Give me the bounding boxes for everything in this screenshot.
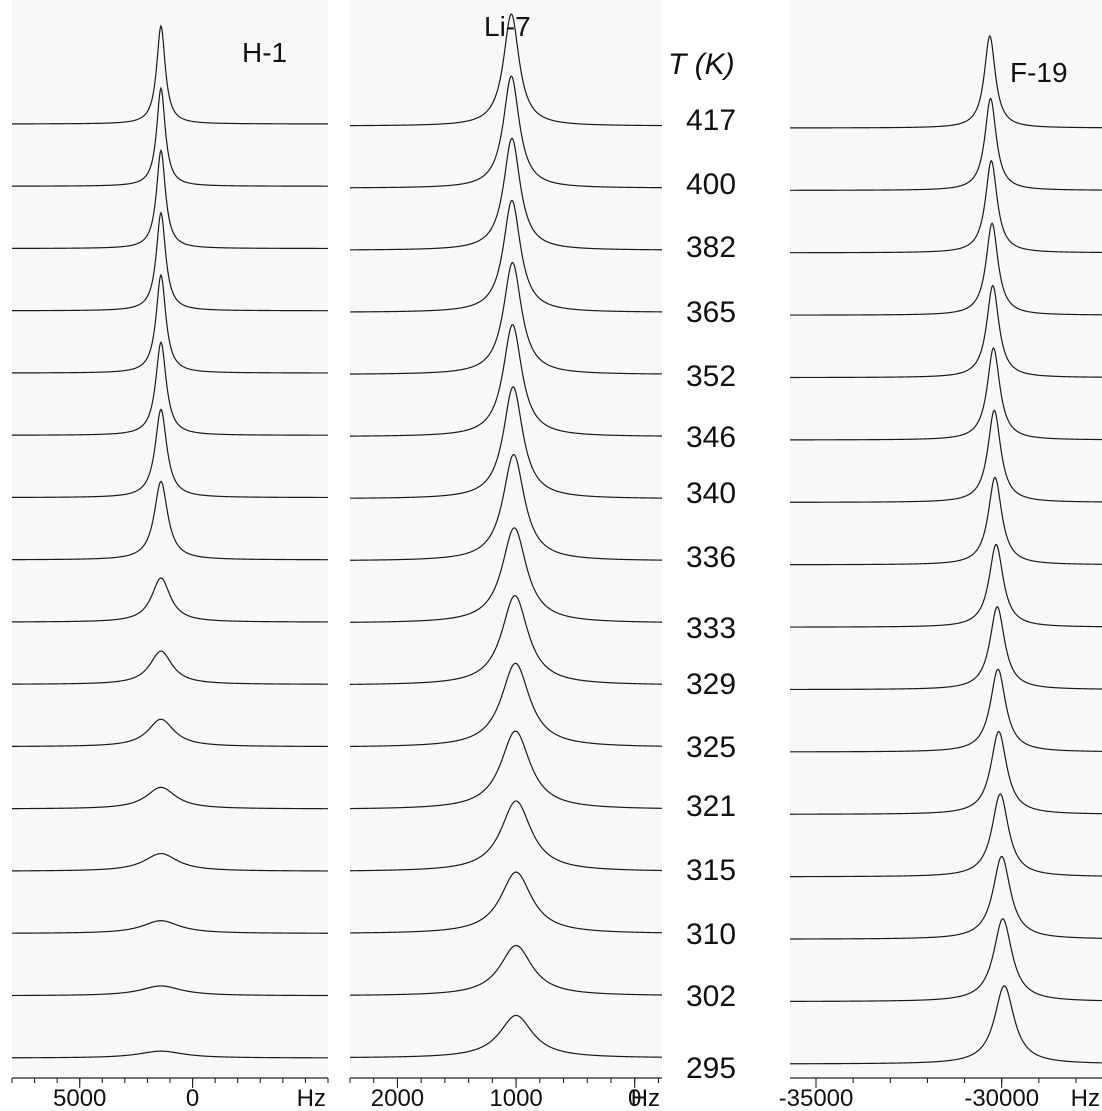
temperature-label-295: 295 (686, 1052, 736, 1085)
temperature-axis-header: T (K) (668, 48, 735, 81)
temperature-label-333: 333 (686, 612, 736, 645)
temperature-label-302: 302 (686, 980, 736, 1013)
temperature-label-417: 417 (686, 104, 736, 137)
h1-spectrum-340k (11, 408, 329, 499)
f19-axis-unit-label: Hz (1071, 1085, 1100, 1111)
li7-axis-unit-label: Hz (631, 1085, 660, 1111)
temperature-label-346: 346 (686, 421, 736, 454)
f19-tick-label: -35000 (779, 1085, 854, 1111)
li7-tick-label: 1000 (489, 1085, 542, 1111)
h1-spectrum-352k (12, 273, 329, 374)
f19-spectrum-302k (790, 918, 1102, 1002)
h1-panel-title: H-1 (242, 37, 287, 68)
f19-tick-label: -30000 (964, 1085, 1039, 1111)
temperature-label-340: 340 (686, 477, 736, 510)
temperature-label-336: 336 (686, 541, 736, 574)
h1-axis-unit-label: Hz (297, 1085, 326, 1111)
li7-spectrum-336k (350, 453, 663, 561)
li7-spectrum-365k (349, 199, 662, 313)
li7-spectrum-329k (350, 594, 663, 685)
temperature-label-400: 400 (686, 168, 736, 201)
li7-spectrum-302k (349, 944, 663, 996)
f19-spectrum-321k (790, 730, 1102, 815)
li7-tick-label: 2000 (371, 1085, 424, 1111)
h1-spectrum-400k (12, 86, 328, 187)
li7-spectrum-352k (350, 261, 663, 375)
f19-spectrum-346k (790, 347, 1102, 441)
li7-spectrum-417k (350, 13, 663, 127)
h1-tick-label: 5000 (53, 1085, 106, 1111)
f19-spectrum-333k (790, 543, 1102, 628)
h1-spectrum-336k (12, 480, 328, 561)
h1-spectrum-295k (12, 1050, 328, 1059)
h1-spectrum-346k (11, 341, 328, 436)
temperature-label-365: 365 (686, 296, 736, 329)
f19-panel-background (790, 0, 1102, 1078)
h1-spectrum-315k (11, 852, 328, 872)
li7-spectrum-346k (349, 324, 663, 437)
li7-spectrum-382k (350, 137, 662, 251)
li7-tick-label: 0 (628, 1085, 641, 1111)
li7-spectrum-315k (349, 800, 663, 872)
temperature-labels: 417 400 382 365 352 346 340 336 333 329 325 321 315 3… (686, 104, 736, 1085)
f19-spectrum-382k (790, 159, 1102, 254)
h1-spectrum-321k (12, 786, 328, 810)
li7-spectrum-400k (349, 75, 663, 189)
li7-spectrum-333k (349, 527, 663, 623)
f19-spectrum-400k (790, 97, 1102, 191)
h1-spectrum-329k (11, 650, 328, 685)
f19-spectrum-325k (789, 668, 1102, 753)
h1-spectrum-417k (12, 24, 329, 125)
f19-spectrum-340k (790, 409, 1102, 503)
f19-spectrum-310k (790, 855, 1102, 940)
h1-spectrum-302k (12, 985, 328, 997)
f19-spectrum-329k (790, 606, 1102, 691)
li7-spectra-panel: 2000 1000 0Hz (349, 13, 663, 1111)
f19-spectrum-365k (790, 222, 1102, 316)
h1-spectrum-325k (12, 718, 328, 748)
li7-spectrum-340k (350, 386, 662, 499)
h1-spectrum-382k (12, 148, 328, 250)
li7-panel-title: Li-7 (484, 11, 531, 42)
f19-spectrum-295k (790, 985, 1102, 1065)
h1-panel-background (12, 0, 328, 1078)
f19-spectrum-417k (790, 34, 1102, 129)
li7-panel-background (350, 0, 662, 1078)
temperature-label-329: 329 (686, 668, 736, 701)
temperature-label-321: 321 (686, 790, 736, 823)
li7-spectrum-325k (349, 662, 663, 748)
temperature-label-352: 352 (686, 360, 736, 393)
temperature-label-310: 310 (686, 918, 736, 951)
f19-spectrum-336k (790, 476, 1102, 566)
h1-spectrum-333k (12, 577, 328, 623)
h1-tick-label: 0 (186, 1085, 199, 1111)
temperature-label-315: 315 (686, 854, 736, 887)
li7-spectrum-295k (350, 1014, 663, 1058)
h1-spectrum-310k (12, 920, 328, 934)
f19-spectrum-352k (790, 284, 1102, 379)
temperature-label-325: 325 (686, 731, 736, 764)
f19-spectra-panel: -35000 -30000 Hz (779, 34, 1102, 1111)
h1-spectra-panel: 5000 0 Hz (11, 24, 329, 1111)
li7-spectrum-310k (349, 871, 663, 934)
temperature-label-382: 382 (686, 231, 736, 264)
f19-panel-title: F-19 (1010, 57, 1068, 88)
h1-spectrum-365k (12, 211, 328, 312)
f19-spectrum-315k (790, 793, 1102, 878)
li7-spectrum-321k (349, 730, 663, 810)
